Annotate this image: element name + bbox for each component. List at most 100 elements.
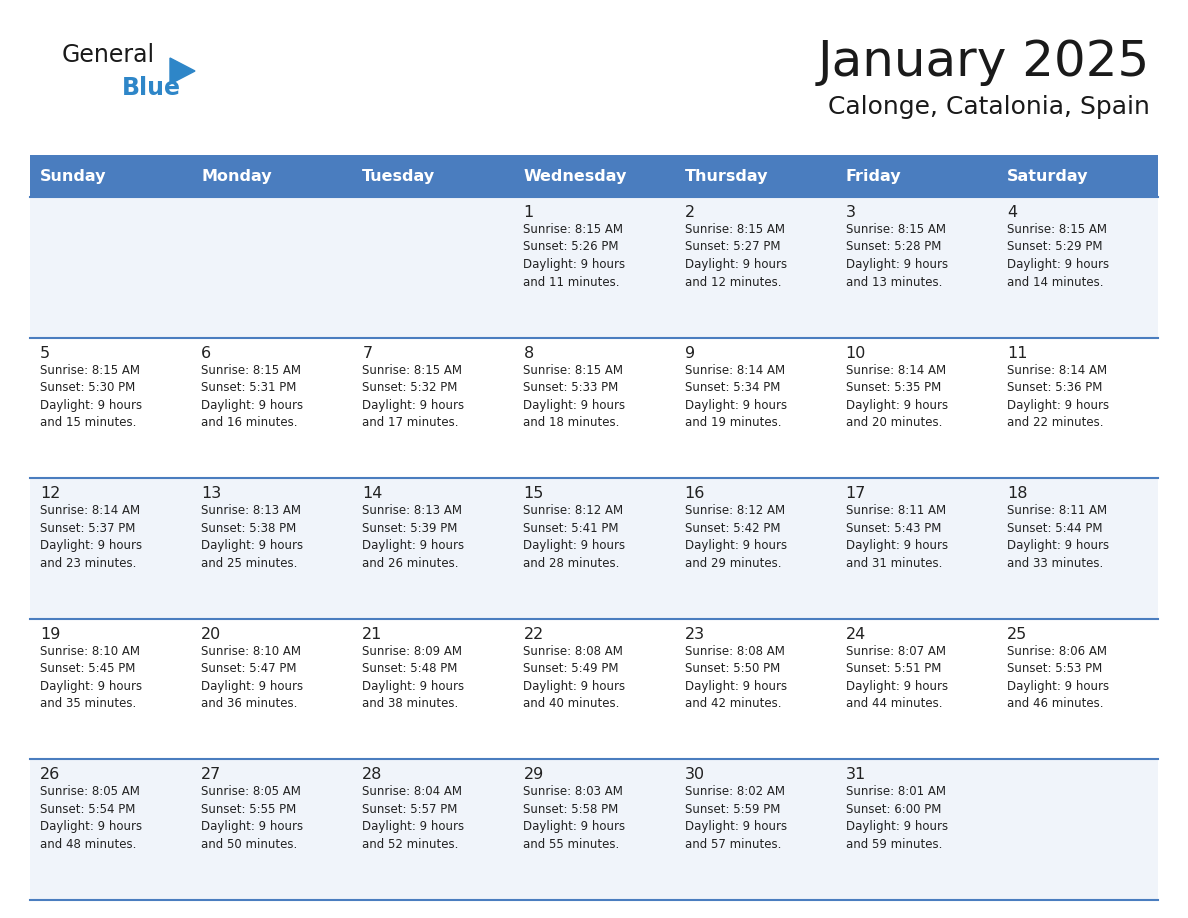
Text: Sunrise: 8:14 AM
Sunset: 5:34 PM
Daylight: 9 hours
and 19 minutes.: Sunrise: 8:14 AM Sunset: 5:34 PM Dayligh…	[684, 364, 786, 429]
Bar	[997, 759, 1158, 900]
Bar	[997, 338, 1158, 478]
Text: 5: 5	[40, 345, 50, 361]
Bar	[353, 478, 513, 619]
Text: Sunrise: 8:14 AM
Sunset: 5:37 PM
Daylight: 9 hours
and 23 minutes.: Sunrise: 8:14 AM Sunset: 5:37 PM Dayligh…	[40, 504, 143, 570]
Text: 10: 10	[846, 345, 866, 361]
Text: 3: 3	[846, 205, 855, 220]
Text: Wednesday: Wednesday	[524, 169, 627, 184]
Text: Sunrise: 8:13 AM
Sunset: 5:39 PM
Daylight: 9 hours
and 26 minutes.: Sunrise: 8:13 AM Sunset: 5:39 PM Dayligh…	[362, 504, 465, 570]
Text: 19: 19	[40, 627, 61, 642]
Text: 31: 31	[846, 767, 866, 782]
Text: 21: 21	[362, 627, 383, 642]
Text: 12: 12	[40, 487, 61, 501]
Bar	[675, 197, 835, 338]
Bar	[30, 478, 191, 619]
Text: 26: 26	[40, 767, 61, 782]
Text: 25: 25	[1007, 627, 1028, 642]
Text: Sunrise: 8:15 AM
Sunset: 5:32 PM
Daylight: 9 hours
and 17 minutes.: Sunrise: 8:15 AM Sunset: 5:32 PM Dayligh…	[362, 364, 465, 429]
Text: Tuesday: Tuesday	[362, 169, 436, 184]
Bar	[30, 155, 191, 197]
Text: Sunrise: 8:15 AM
Sunset: 5:30 PM
Daylight: 9 hours
and 15 minutes.: Sunrise: 8:15 AM Sunset: 5:30 PM Dayligh…	[40, 364, 143, 429]
Text: 1: 1	[524, 205, 533, 220]
Text: Friday: Friday	[846, 169, 902, 184]
Bar	[191, 155, 353, 197]
Bar	[30, 338, 191, 478]
Bar	[675, 338, 835, 478]
Text: Sunrise: 8:15 AM
Sunset: 5:28 PM
Daylight: 9 hours
and 13 minutes.: Sunrise: 8:15 AM Sunset: 5:28 PM Dayligh…	[846, 223, 948, 288]
Text: 9: 9	[684, 345, 695, 361]
Text: 11: 11	[1007, 345, 1028, 361]
Text: Sunrise: 8:15 AM
Sunset: 5:33 PM
Daylight: 9 hours
and 18 minutes.: Sunrise: 8:15 AM Sunset: 5:33 PM Dayligh…	[524, 364, 626, 429]
Text: Sunrise: 8:08 AM
Sunset: 5:49 PM
Daylight: 9 hours
and 40 minutes.: Sunrise: 8:08 AM Sunset: 5:49 PM Dayligh…	[524, 644, 626, 711]
Text: 6: 6	[201, 345, 211, 361]
Bar	[513, 478, 675, 619]
Text: Sunrise: 8:03 AM
Sunset: 5:58 PM
Daylight: 9 hours
and 55 minutes.: Sunrise: 8:03 AM Sunset: 5:58 PM Dayligh…	[524, 786, 626, 851]
Bar	[997, 478, 1158, 619]
Text: 23: 23	[684, 627, 704, 642]
Bar	[191, 759, 353, 900]
Bar	[835, 338, 997, 478]
Bar	[191, 197, 353, 338]
Text: Sunrise: 8:12 AM
Sunset: 5:41 PM
Daylight: 9 hours
and 28 minutes.: Sunrise: 8:12 AM Sunset: 5:41 PM Dayligh…	[524, 504, 626, 570]
Bar	[30, 197, 191, 338]
Bar	[997, 155, 1158, 197]
Bar	[513, 155, 675, 197]
Text: Sunrise: 8:11 AM
Sunset: 5:43 PM
Daylight: 9 hours
and 31 minutes.: Sunrise: 8:11 AM Sunset: 5:43 PM Dayligh…	[846, 504, 948, 570]
Bar	[513, 759, 675, 900]
Bar	[191, 619, 353, 759]
Text: Sunrise: 8:04 AM
Sunset: 5:57 PM
Daylight: 9 hours
and 52 minutes.: Sunrise: 8:04 AM Sunset: 5:57 PM Dayligh…	[362, 786, 465, 851]
Text: 15: 15	[524, 487, 544, 501]
Text: Sunrise: 8:05 AM
Sunset: 5:55 PM
Daylight: 9 hours
and 50 minutes.: Sunrise: 8:05 AM Sunset: 5:55 PM Dayligh…	[201, 786, 303, 851]
Bar	[30, 619, 191, 759]
Text: Sunrise: 8:15 AM
Sunset: 5:27 PM
Daylight: 9 hours
and 12 minutes.: Sunrise: 8:15 AM Sunset: 5:27 PM Dayligh…	[684, 223, 786, 288]
Text: Saturday: Saturday	[1007, 169, 1088, 184]
Text: Sunrise: 8:15 AM
Sunset: 5:29 PM
Daylight: 9 hours
and 14 minutes.: Sunrise: 8:15 AM Sunset: 5:29 PM Dayligh…	[1007, 223, 1108, 288]
Text: Sunday: Sunday	[40, 169, 107, 184]
Bar	[353, 338, 513, 478]
Text: Sunrise: 8:05 AM
Sunset: 5:54 PM
Daylight: 9 hours
and 48 minutes.: Sunrise: 8:05 AM Sunset: 5:54 PM Dayligh…	[40, 786, 143, 851]
Text: 24: 24	[846, 627, 866, 642]
Bar	[835, 759, 997, 900]
Text: Blue: Blue	[122, 76, 181, 100]
Bar	[997, 619, 1158, 759]
Bar	[835, 197, 997, 338]
Text: Sunrise: 8:13 AM
Sunset: 5:38 PM
Daylight: 9 hours
and 25 minutes.: Sunrise: 8:13 AM Sunset: 5:38 PM Dayligh…	[201, 504, 303, 570]
Text: January 2025: January 2025	[817, 38, 1150, 86]
Text: Thursday: Thursday	[684, 169, 769, 184]
Bar	[30, 759, 191, 900]
Text: 22: 22	[524, 627, 544, 642]
Bar	[997, 197, 1158, 338]
Bar	[513, 197, 675, 338]
Text: 2: 2	[684, 205, 695, 220]
Text: Sunrise: 8:06 AM
Sunset: 5:53 PM
Daylight: 9 hours
and 46 minutes.: Sunrise: 8:06 AM Sunset: 5:53 PM Dayligh…	[1007, 644, 1108, 711]
Text: General: General	[62, 43, 156, 67]
Text: 29: 29	[524, 767, 544, 782]
Text: Sunrise: 8:14 AM
Sunset: 5:35 PM
Daylight: 9 hours
and 20 minutes.: Sunrise: 8:14 AM Sunset: 5:35 PM Dayligh…	[846, 364, 948, 429]
Bar	[513, 338, 675, 478]
Text: 20: 20	[201, 627, 221, 642]
Bar	[675, 478, 835, 619]
Bar	[513, 619, 675, 759]
Bar	[191, 338, 353, 478]
Text: 18: 18	[1007, 487, 1028, 501]
Text: Sunrise: 8:10 AM
Sunset: 5:47 PM
Daylight: 9 hours
and 36 minutes.: Sunrise: 8:10 AM Sunset: 5:47 PM Dayligh…	[201, 644, 303, 711]
Text: Sunrise: 8:14 AM
Sunset: 5:36 PM
Daylight: 9 hours
and 22 minutes.: Sunrise: 8:14 AM Sunset: 5:36 PM Dayligh…	[1007, 364, 1108, 429]
Bar	[191, 478, 353, 619]
Bar	[675, 155, 835, 197]
Text: 16: 16	[684, 487, 704, 501]
Text: Sunrise: 8:10 AM
Sunset: 5:45 PM
Daylight: 9 hours
and 35 minutes.: Sunrise: 8:10 AM Sunset: 5:45 PM Dayligh…	[40, 644, 143, 711]
Text: 28: 28	[362, 767, 383, 782]
Text: Sunrise: 8:15 AM
Sunset: 5:26 PM
Daylight: 9 hours
and 11 minutes.: Sunrise: 8:15 AM Sunset: 5:26 PM Dayligh…	[524, 223, 626, 288]
Text: Sunrise: 8:08 AM
Sunset: 5:50 PM
Daylight: 9 hours
and 42 minutes.: Sunrise: 8:08 AM Sunset: 5:50 PM Dayligh…	[684, 644, 786, 711]
Text: 27: 27	[201, 767, 221, 782]
Bar	[353, 197, 513, 338]
Text: Sunrise: 8:07 AM
Sunset: 5:51 PM
Daylight: 9 hours
and 44 minutes.: Sunrise: 8:07 AM Sunset: 5:51 PM Dayligh…	[846, 644, 948, 711]
Text: 30: 30	[684, 767, 704, 782]
Bar	[835, 155, 997, 197]
Text: Sunrise: 8:15 AM
Sunset: 5:31 PM
Daylight: 9 hours
and 16 minutes.: Sunrise: 8:15 AM Sunset: 5:31 PM Dayligh…	[201, 364, 303, 429]
Polygon shape	[170, 58, 195, 84]
Bar	[353, 759, 513, 900]
Bar	[353, 155, 513, 197]
Bar	[835, 619, 997, 759]
Text: Sunrise: 8:01 AM
Sunset: 6:00 PM
Daylight: 9 hours
and 59 minutes.: Sunrise: 8:01 AM Sunset: 6:00 PM Dayligh…	[846, 786, 948, 851]
